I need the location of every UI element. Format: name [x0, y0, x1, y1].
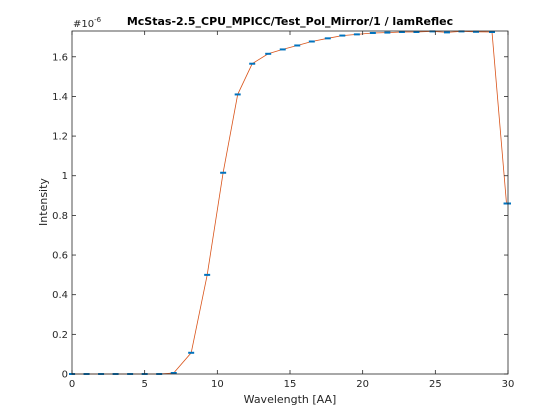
y-exponent-power: -6 — [94, 16, 102, 24]
y-tick-label: 0.2 — [52, 330, 68, 341]
axes-box — [71, 30, 509, 375]
y-tick-label: 0.4 — [52, 290, 68, 301]
chart-title: McStas-2.5_CPU_MPICC/Test_Pol_Mirror/1 /… — [127, 15, 453, 28]
x-axis-label: Wavelength [AA] — [244, 393, 337, 406]
x-tick-label: 30 — [502, 379, 515, 390]
y-tick-label: 1.4 — [52, 92, 68, 103]
axes-layer: 0 5 10 15 20 25 30 0 0.2 0.4 0.6 0.8 1 1.2 1.4 1.6 — [52, 31, 514, 390]
x-tick-label: 0 — [69, 379, 75, 390]
y-tick-label: 0.6 — [52, 251, 68, 262]
y-tick-label: 1.2 — [52, 132, 68, 143]
x-tick-label: 20 — [356, 379, 369, 390]
y-tick-label: 0.8 — [52, 211, 68, 222]
y-tick-label: 1 — [62, 171, 68, 182]
x-tick-label: 25 — [429, 379, 442, 390]
y-exponent-label: #10-6 — [73, 16, 102, 30]
y-exponent-base: #10 — [73, 19, 94, 30]
y-tick-label: 1.6 — [52, 52, 68, 63]
y-axis-label: Intensity — [37, 178, 50, 226]
y-tick-label: 0 — [62, 370, 68, 381]
x-tick-label: 10 — [211, 379, 224, 390]
x-tick-label: 15 — [284, 379, 297, 390]
plot-area — [72, 31, 508, 374]
x-tick-label: 5 — [141, 379, 147, 390]
